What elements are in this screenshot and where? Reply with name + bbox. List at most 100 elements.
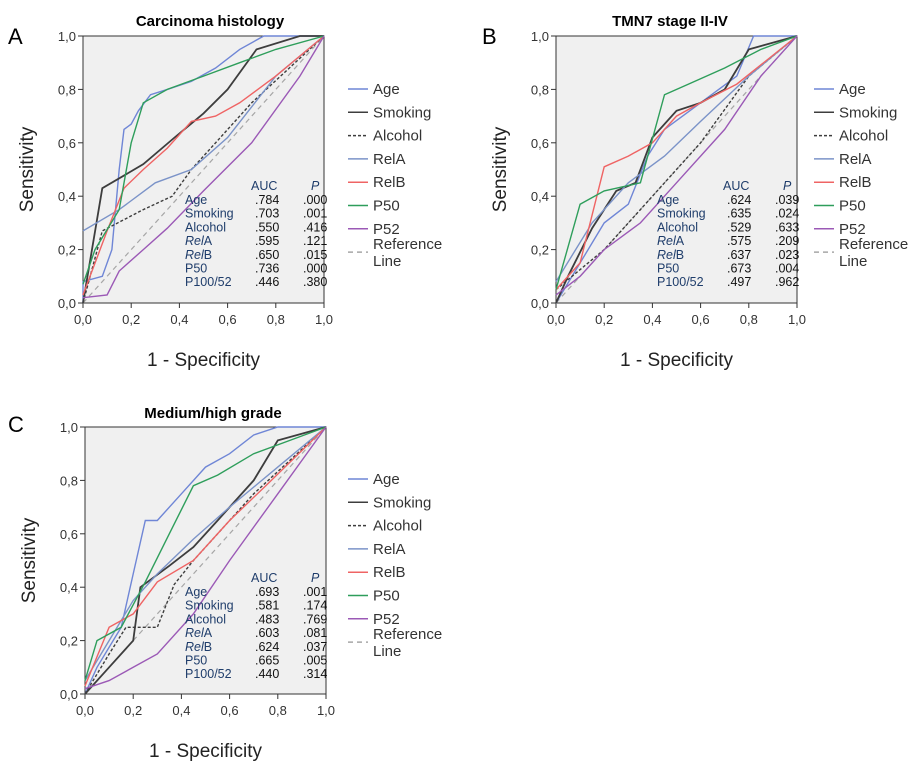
series-p50 bbox=[555, 35, 798, 290]
p-header: P bbox=[311, 571, 320, 585]
legend-label: Line bbox=[839, 253, 867, 270]
y-axis-label: Sensitivity bbox=[19, 517, 40, 603]
x-axis-label: 1 - Specificity bbox=[149, 741, 262, 762]
auc-row-name: Smoking bbox=[657, 207, 706, 221]
y-tick-label: 1,0 bbox=[60, 420, 78, 435]
series-relb bbox=[82, 35, 325, 296]
panel-label: B bbox=[482, 24, 497, 49]
auc-value: .603 bbox=[255, 626, 279, 640]
y-tick-label: 0,2 bbox=[60, 634, 78, 649]
legend-label: RelA bbox=[373, 541, 406, 558]
legend-label: RelA bbox=[839, 151, 872, 168]
legend-label: RelB bbox=[373, 564, 406, 581]
x-tick-label: 0,2 bbox=[122, 312, 140, 327]
y-tick-label: 0,6 bbox=[531, 136, 549, 151]
auc-value: .575 bbox=[727, 234, 751, 248]
p-value: .001 bbox=[303, 585, 327, 599]
x-tick-label: 0,4 bbox=[170, 312, 188, 327]
auc-row-name: Age bbox=[657, 193, 679, 207]
auc-value: .703 bbox=[255, 207, 279, 221]
legend-label: RelB bbox=[839, 174, 872, 191]
p-value: .174 bbox=[303, 599, 327, 613]
chart-title: Medium/high grade bbox=[144, 405, 282, 422]
y-tick-label: 0,4 bbox=[531, 189, 549, 204]
x-tick-label: 0,0 bbox=[547, 312, 565, 327]
legend-label: RelB bbox=[373, 174, 406, 191]
auc-value: .637 bbox=[727, 248, 751, 262]
p-value: .005 bbox=[303, 654, 327, 668]
y-tick-label: 0,2 bbox=[58, 243, 76, 258]
auc-value: .784 bbox=[255, 193, 279, 207]
chart-title: Carcinoma histology bbox=[136, 13, 285, 30]
x-tick-label: 1,0 bbox=[788, 312, 806, 327]
legend-label: P50 bbox=[373, 198, 400, 215]
p-value: .380 bbox=[303, 275, 327, 289]
x-tick-label: 0,0 bbox=[74, 312, 92, 327]
auc-value: .595 bbox=[255, 234, 279, 248]
y-tick-label: 0,8 bbox=[531, 82, 549, 97]
x-tick-label: 0,2 bbox=[124, 703, 142, 718]
auc-header: AUC bbox=[251, 571, 277, 585]
series-p52 bbox=[84, 426, 327, 690]
p-value: .962 bbox=[775, 275, 799, 289]
legend-label: Alcohol bbox=[373, 518, 422, 535]
legend-label: Reference bbox=[839, 236, 908, 253]
auc-value: .665 bbox=[255, 654, 279, 668]
auc-value: .624 bbox=[727, 193, 751, 207]
y-tick-label: 0,0 bbox=[60, 687, 78, 702]
auc-value: .673 bbox=[727, 262, 751, 276]
auc-row-name: Age bbox=[185, 193, 207, 207]
auc-row-name: Alcohol bbox=[657, 220, 698, 234]
x-tick-label: 0,4 bbox=[643, 312, 661, 327]
legend-label: P52 bbox=[373, 611, 400, 628]
p-value: .081 bbox=[303, 626, 327, 640]
y-tick-label: 0,2 bbox=[531, 243, 549, 258]
reference-line bbox=[555, 35, 798, 304]
legend-label: Line bbox=[373, 643, 401, 660]
x-tick-label: 0,6 bbox=[219, 312, 237, 327]
legend-label: Reference bbox=[373, 626, 442, 643]
x-tick-label: 0,8 bbox=[269, 703, 287, 718]
series-alcohol bbox=[84, 426, 327, 695]
panel-label: C bbox=[8, 412, 24, 437]
legend-label: P50 bbox=[373, 588, 400, 605]
y-tick-label: 0,8 bbox=[60, 473, 78, 488]
legend-label: Line bbox=[373, 253, 401, 270]
y-tick-label: 0,0 bbox=[58, 296, 76, 311]
series-relb bbox=[555, 35, 798, 291]
x-tick-label: 1,0 bbox=[317, 703, 335, 718]
auc-row-name: Smoking bbox=[185, 207, 234, 221]
y-tick-label: 0,6 bbox=[58, 136, 76, 151]
x-tick-label: 0,8 bbox=[740, 312, 758, 327]
y-tick-label: 0,4 bbox=[58, 189, 76, 204]
y-tick-label: 1,0 bbox=[58, 29, 76, 44]
auc-row-name: Smoking bbox=[185, 599, 234, 613]
series-p50 bbox=[84, 426, 327, 681]
auc-row-name: RelA bbox=[185, 234, 213, 248]
y-tick-label: 0,4 bbox=[60, 580, 78, 595]
y-axis-label: Sensitivity bbox=[17, 126, 38, 212]
p-value: .209 bbox=[775, 234, 799, 248]
x-tick-label: 0,4 bbox=[172, 703, 190, 718]
legend-label: Reference bbox=[373, 236, 442, 253]
series-p50 bbox=[82, 35, 325, 285]
p-value: .000 bbox=[303, 262, 327, 276]
legend-label: Age bbox=[373, 81, 400, 98]
x-tick-label: 0,6 bbox=[221, 703, 239, 718]
series-smoking bbox=[84, 426, 327, 695]
p-value: .769 bbox=[303, 612, 327, 626]
auc-row-name: P50 bbox=[657, 262, 679, 276]
y-tick-label: 1,0 bbox=[531, 29, 549, 44]
auc-value: .650 bbox=[255, 248, 279, 262]
p-value: .004 bbox=[775, 262, 799, 276]
y-tick-label: 0,6 bbox=[60, 527, 78, 542]
series-p52 bbox=[82, 35, 325, 299]
auc-row-name: Alcohol bbox=[185, 220, 226, 234]
x-tick-label: 0,2 bbox=[595, 312, 613, 327]
legend-label: P52 bbox=[839, 221, 866, 238]
y-tick-label: 0,8 bbox=[58, 82, 76, 97]
auc-row-name: RelA bbox=[657, 234, 685, 248]
roc-panel-a: A Carcinoma histology 0,0 0,2 0,4 0,6 0,8 1,0 0,… bbox=[8, 13, 442, 371]
auc-row-name: P50 bbox=[185, 262, 207, 276]
auc-header: AUC bbox=[723, 179, 749, 193]
